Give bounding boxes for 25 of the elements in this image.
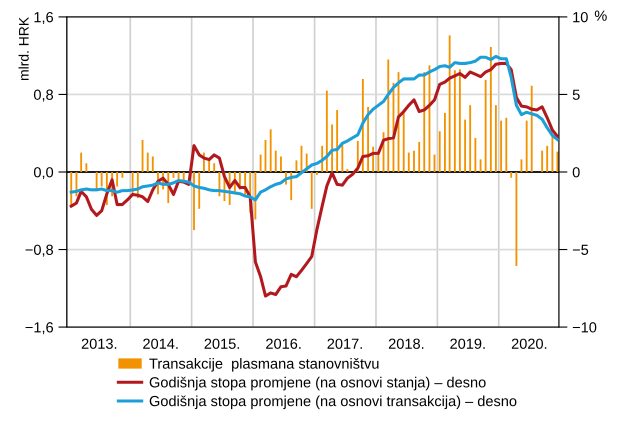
y-tick-label: 1,6: [34, 12, 54, 24]
line-series: [70, 54, 559, 202]
y2-tick-label: −5: [572, 244, 588, 255]
y2-tick-label: 5: [572, 90, 580, 100]
y-axis-title: mlrd. HRK: [18, 17, 29, 80]
y-tick-label: −0,8: [26, 244, 54, 257]
y2-axis-title: %: [594, 10, 607, 21]
x-tick-label: 2014.: [143, 338, 178, 349]
x-tick-label: 2018.: [388, 338, 424, 349]
y2-tick-label: 10: [573, 12, 588, 22]
x-tick-label: 2017.: [328, 338, 362, 349]
y-tick-label: 0,0: [34, 167, 54, 180]
line-series: [70, 62, 559, 298]
y-tick-label: 0,8: [34, 90, 54, 102]
x-tick-label: 2013.: [82, 338, 116, 349]
x-tick-label: 2020.: [512, 338, 546, 349]
x-tick-label: 2015.: [204, 338, 240, 349]
y2-tick-label: −10: [572, 322, 596, 333]
y2-tick-label: 0: [572, 167, 580, 178]
legend-label: Godišnja stopa promjene (na osnovi transakcija) – desno: [150, 395, 516, 410]
legend-label: Godišnja stopa promjene (na osnovi stanja) – desno: [150, 376, 486, 390]
x-tick-label: 2019.: [450, 338, 485, 349]
y-tick-label: −1,6: [26, 322, 54, 334]
legend-label: Transakcije plasmana stanovništvu: [149, 358, 378, 372]
x-tick-label: 2016.: [266, 338, 301, 349]
